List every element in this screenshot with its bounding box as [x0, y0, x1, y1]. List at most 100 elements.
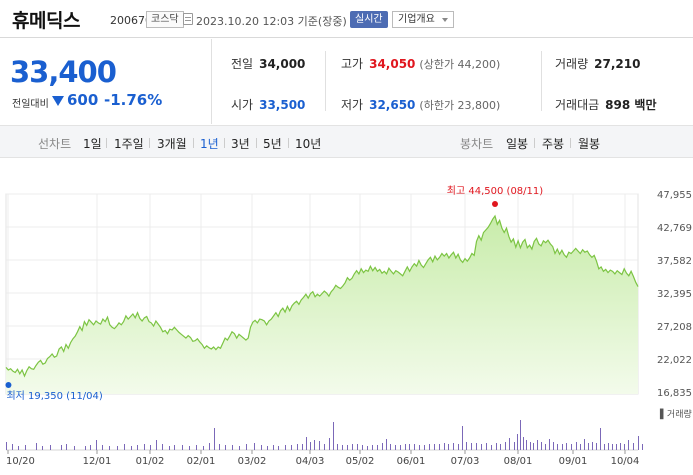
volume-bar	[377, 445, 378, 450]
stat-amount: 거래대금 898 백만	[555, 96, 656, 113]
period-5y-button[interactable]: 5년	[263, 137, 282, 151]
y-tick-label: 32,395	[657, 289, 692, 300]
volume-bar	[310, 442, 311, 450]
volume-bar	[189, 446, 190, 450]
volume-bar	[267, 446, 268, 450]
period-1y-button[interactable]: 1년	[200, 137, 219, 151]
volume-bar	[337, 444, 338, 450]
volume-bar	[505, 442, 506, 450]
candle-weekly-button[interactable]: 주봉	[542, 137, 565, 151]
realtime-badge[interactable]: 실시간	[350, 11, 388, 28]
candle-chart-label: 봉차트	[460, 137, 494, 151]
volume-bar	[419, 445, 420, 450]
x-tick-label: 01/02	[136, 456, 165, 467]
volume-bar	[434, 444, 435, 450]
price-chart[interactable]: 47,955 42,769 37,582 32,395 27,208 22,022 16,8…	[0, 180, 693, 475]
volume-bar	[638, 436, 639, 450]
volume-bar	[382, 443, 383, 450]
volume-bar	[367, 446, 368, 450]
company-info-dropdown[interactable]: 기업개요	[392, 11, 454, 28]
document-icon	[183, 13, 193, 25]
volume-bar	[562, 444, 563, 450]
period-3y-button[interactable]: 3년	[231, 137, 250, 151]
stat-open-value: 33,500	[259, 98, 306, 112]
volume-bar	[584, 439, 585, 450]
volume-bar	[405, 444, 406, 450]
volume-bar	[592, 442, 593, 450]
volume-bar	[566, 443, 567, 450]
volume-bar	[509, 438, 510, 450]
volume-bar	[471, 443, 472, 450]
volume-bar	[12, 444, 13, 450]
volume-bar	[530, 442, 531, 450]
volume-bar	[491, 445, 492, 450]
volume-bar	[476, 443, 477, 450]
market-badge: 코스닥	[146, 11, 184, 28]
volume-bar	[302, 444, 303, 450]
volume-bar	[196, 445, 197, 450]
period-10y-button[interactable]: 10년	[295, 137, 322, 151]
volume-bar	[273, 445, 274, 450]
volume-bar	[600, 428, 601, 450]
volume-bar	[541, 442, 542, 450]
volume-bar	[620, 443, 621, 450]
volume-bar	[74, 446, 75, 450]
period-1w-button[interactable]: 1주일	[114, 137, 144, 151]
low-annotation: 최저 19,350 (11/04)	[6, 390, 102, 402]
volume-bar	[523, 437, 524, 450]
stat-upper-limit: (상한가 44,200)	[419, 58, 501, 71]
volume-bar	[162, 444, 163, 450]
volume-bar	[372, 445, 373, 450]
volume-bar	[357, 444, 358, 450]
y-tick-label: 16,835	[657, 388, 692, 399]
divider	[224, 138, 225, 148]
volume-bar	[36, 443, 37, 450]
volume-bar	[633, 443, 634, 450]
quote-time: 2023.10.20 12:03 기준(장중)	[196, 15, 347, 28]
company-info-label: 기업개요	[398, 14, 435, 25]
x-tick-label: 05/02	[346, 456, 375, 467]
stat-prev: 전일 34,000	[231, 55, 305, 72]
volume-bar	[553, 442, 554, 450]
volume-label: ▌거래량	[659, 408, 692, 420]
price-line	[5, 214, 639, 378]
divider	[325, 51, 326, 111]
x-tick-label: 09/01	[559, 456, 588, 467]
volume-bar	[390, 444, 391, 450]
volume-bar	[588, 443, 589, 450]
stat-prev-label: 전일	[231, 57, 254, 71]
volume-bar	[571, 444, 572, 450]
volume-bar	[232, 445, 233, 450]
volume-bar	[150, 445, 151, 450]
period-bar: 선차트 1일 1주일 3개월 1년 3년 5년 10년 봉차트 일봉 주봉 월봉	[0, 125, 693, 158]
volume-bar	[124, 444, 125, 450]
stat-amount-label: 거래대금	[555, 98, 600, 112]
volume-bar	[409, 444, 410, 450]
divider	[106, 138, 107, 148]
volume-bar	[514, 442, 515, 450]
volume-bar	[362, 445, 363, 450]
volume-bar	[386, 439, 387, 450]
divider	[149, 138, 150, 148]
volume-bar	[604, 444, 605, 450]
y-tick-label: 37,582	[657, 256, 692, 267]
volume-bar	[214, 428, 215, 450]
volume-bar	[239, 446, 240, 450]
volume-bar	[576, 442, 577, 450]
candle-daily-button[interactable]: 일봉	[506, 137, 529, 151]
stat-volume: 거래량 27,210	[555, 55, 640, 72]
stat-volume-label: 거래량	[555, 57, 589, 71]
volume-bar	[261, 445, 262, 450]
volume-bar	[246, 444, 247, 450]
volume-bar	[117, 446, 118, 450]
period-1d-button[interactable]: 1일	[83, 137, 102, 151]
volume-bar	[61, 445, 62, 450]
down-triangle-icon	[52, 96, 64, 106]
volume-bar	[549, 439, 550, 450]
volume-bar	[254, 443, 255, 450]
volume-bar	[278, 446, 279, 450]
candle-monthly-button[interactable]: 월봉	[578, 137, 601, 151]
period-3m-button[interactable]: 3개월	[157, 137, 187, 151]
stat-low-value: 32,650	[369, 98, 416, 112]
volume-bar	[429, 444, 430, 450]
